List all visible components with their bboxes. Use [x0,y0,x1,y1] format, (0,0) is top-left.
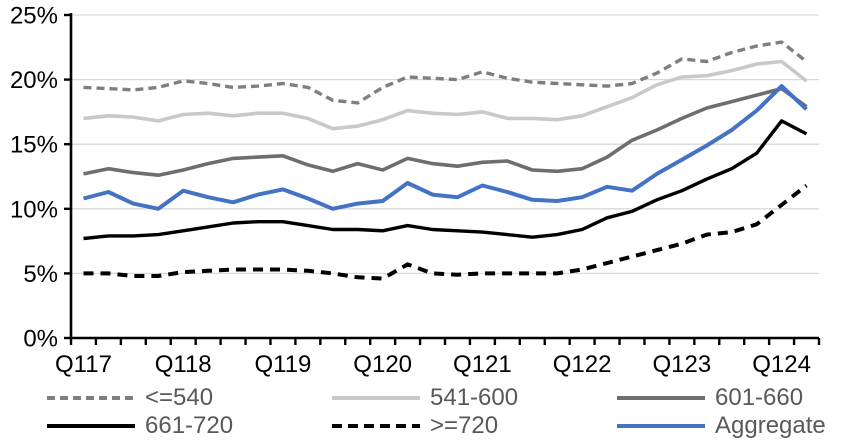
y-axis-labels: 0% 5% 10% 15% 20% 25% [10,3,58,353]
legend-item-le540: <=540 [45,385,213,411]
legend-label: 661-720 [145,412,234,439]
y-tick-label: 5% [23,261,58,288]
series-line-Aggregate [82,84,808,211]
legend-item-601-660: 601-660 [615,385,803,411]
legend-swatch-541-600-icon [332,396,420,400]
x-tick-label: Q123 [653,351,712,378]
legend-item-ge720: >=720 [330,413,498,439]
x-tick-label: Q119 [254,351,311,378]
x-tick-label: Q120 [353,351,412,378]
legend-label: 541-600 [430,384,519,411]
legend-label: <=540 [145,384,214,411]
line-chart-plot: 0% 5% 10% 15% 20% 25% Q117 Q118 Q119 Q120 Q121 Q122… [10,3,821,378]
series-line-<=540 [83,40,808,105]
legend-swatch-ge720-icon [332,424,420,428]
y-tick-label: 0% [23,326,58,353]
y-tick-label: 25% [10,3,58,30]
legend-item-661-720: 661-720 [45,413,233,439]
legend-label: >=720 [430,412,499,439]
x-tick-label: Q121 [453,351,512,378]
legend-label: Aggregate [715,412,826,439]
legend-swatch-aggregate-icon [617,424,705,428]
gridlines [71,14,819,339]
series-line->=720 [83,183,808,281]
legend-item-aggregate: Aggregate [615,413,826,439]
axis-ticks [64,13,821,345]
legend-swatch-le540-icon [47,396,135,400]
x-tick-label: Q122 [553,351,612,378]
series-line-541-600 [83,59,808,131]
x-tick-label: Q118 [155,351,212,378]
y-tick-label: 10% [10,196,58,223]
x-tick-label: Q117 [55,351,112,378]
y-tick-label: 20% [10,67,58,94]
x-tick-label: Q124 [752,351,811,378]
legend-swatch-661-720-icon [47,424,135,428]
series-line-661-720 [83,119,808,241]
x-axis-labels: Q117 Q118 Q119 Q120 Q121 Q122 Q123 Q124 [55,351,811,378]
legend-label: 601-660 [715,384,804,411]
legend-item-541-600: 541-600 [330,385,518,411]
legend-swatch-601-660-icon [617,396,705,400]
series-line-601-660 [83,86,808,177]
y-tick-label: 15% [10,132,58,159]
